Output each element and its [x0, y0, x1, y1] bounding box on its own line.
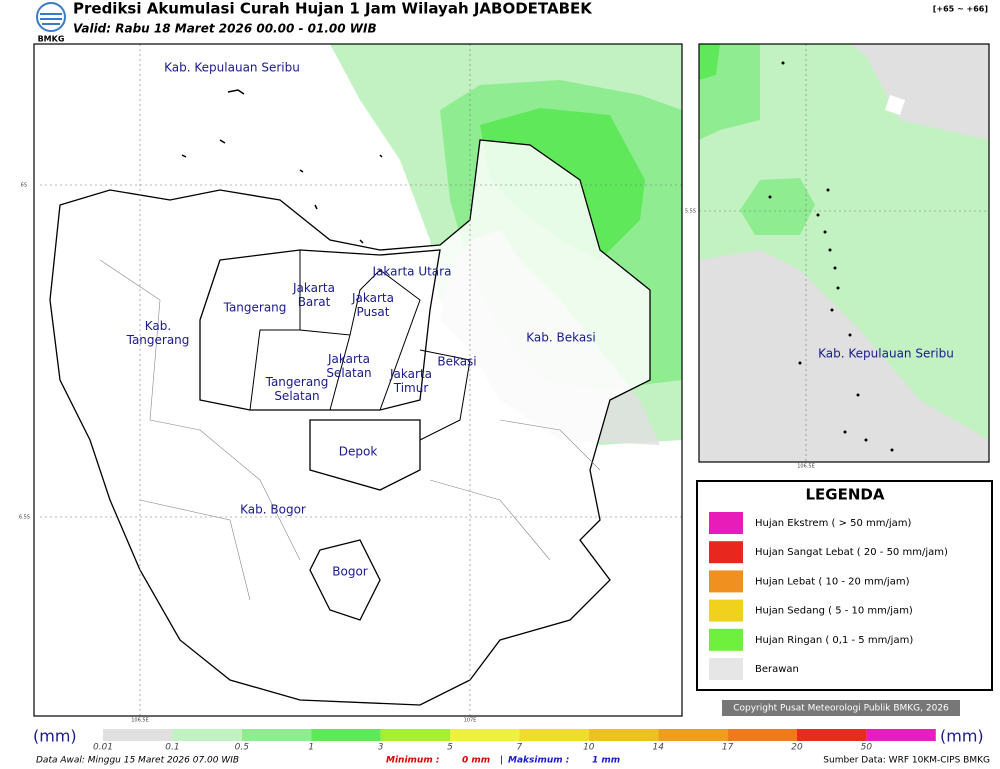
region-label: Kab. Tangerang — [126, 319, 190, 347]
grid-label: 107E — [464, 718, 477, 724]
source: Sumber Data: WRF 10KM-CIPS BMKG — [823, 756, 990, 766]
valid-time: Valid: Rabu 18 Maret 2026 00.00 - 01.00 … — [73, 22, 377, 36]
colorbar-unit: (mm) — [940, 727, 984, 746]
legend-label: Hujan Sedang ( 5 - 10 mm/jam) — [755, 606, 913, 617]
legend-label: Hujan Sangat Lebat ( 20 - 50 mm/jam) — [755, 547, 948, 558]
legend-swatch — [709, 541, 743, 564]
region-label: Jakarta Utara — [372, 265, 452, 279]
region-label: Kab. Kepulauan Seribu — [164, 61, 300, 75]
max-label: Maksimum : — [508, 756, 569, 766]
logo-text: BMKG — [38, 35, 65, 44]
legend-swatch — [709, 570, 743, 593]
region-label: Jakarta Pusat — [351, 291, 394, 319]
copyright-box — [722, 700, 960, 716]
region-label: Kab. Bekasi — [526, 331, 596, 345]
colorbar-segment — [727, 729, 797, 741]
region-label: Bekasi — [437, 355, 476, 369]
colorbar-label: 3 — [378, 743, 384, 753]
colorbar-segment — [380, 729, 450, 741]
grid-label: 106.5E — [131, 718, 148, 724]
colorbar-label: 0.01 — [93, 743, 113, 753]
colorbar-label: 14 — [652, 743, 664, 753]
legend-swatch — [709, 512, 743, 534]
max-value: 1 mm — [592, 756, 620, 766]
colorbar-segment — [588, 729, 659, 741]
colorbar-label: 0.1 — [165, 743, 179, 753]
colorbar-label: 50 — [861, 743, 873, 753]
colorbar-segment — [241, 729, 312, 741]
legend-label: Berawan — [755, 664, 799, 675]
min-value: 0 mm — [462, 756, 490, 766]
region-label: Jakarta Barat — [292, 281, 335, 309]
colorbar-label: 10 — [583, 743, 595, 753]
colorbar-segment — [797, 729, 867, 741]
copyright: Copyright Pusat Meteorologi Publik BMKG,… — [733, 704, 949, 714]
logo: BMKG — [36, 2, 66, 44]
legend-label: Hujan Ringan ( 0,1 - 5 mm/jam) — [755, 635, 913, 646]
region-label: Depok — [339, 445, 378, 459]
legend-label: Hujan Ekstrem ( > 50 mm/jam) — [755, 518, 912, 529]
colorbar-segment — [519, 729, 589, 741]
region-label: Jakarta Selatan — [326, 352, 371, 380]
legend-swatch — [709, 599, 743, 622]
legend-title: LEGENDA — [806, 486, 885, 504]
legend-swatch — [709, 658, 743, 680]
legend-label: Hujan Lebat ( 10 - 20 mm/jam) — [755, 576, 910, 587]
colorbar-segment — [866, 729, 936, 741]
colorbar-segment — [311, 729, 381, 741]
colorbar-label: 17 — [722, 743, 734, 753]
colorbar-label: 1 — [308, 743, 314, 753]
title: Prediksi Akumulasi Curah Hujan 1 Jam Wil… — [73, 0, 593, 18]
region-label: Jakarta Timur — [389, 367, 432, 395]
code: [+65 ~ +66] — [933, 5, 988, 14]
region-label: Bogor — [332, 565, 368, 579]
region-label: Kab. Bogor — [240, 503, 306, 517]
region-label: Tangerang — [223, 301, 287, 315]
colorbar-label: 0.5 — [235, 743, 250, 753]
region-label: Tangerang Selatan — [265, 375, 329, 403]
colorbar-segment — [658, 729, 728, 741]
colorbar-unit: (mm) — [33, 727, 77, 746]
grid-label: 5.5S — [685, 209, 696, 215]
colorbar-label: 7 — [517, 743, 523, 753]
legend-swatch — [709, 628, 743, 651]
colorbar-label: 20 — [791, 743, 803, 753]
data-awal: Data Awal: Minggu 15 Maret 2026 07.00 WI… — [36, 756, 239, 766]
colorbar-label: 5 — [447, 743, 453, 753]
grid-label: 6S — [21, 183, 27, 189]
separator: | — [500, 756, 503, 766]
colorbar-segment — [172, 729, 242, 741]
colorbar-segment — [103, 729, 173, 741]
region-label: Kab. Kepulauan Seribu — [818, 347, 954, 361]
colorbar-segment — [450, 729, 520, 741]
main-map — [33, 43, 683, 717]
grid-label: 106.5E — [797, 464, 814, 470]
inset-map — [698, 43, 990, 463]
grid-label: 6.5S — [19, 515, 30, 521]
legend: LEGENDA Hujan Ekstrem ( > 50 mm/jam) Huja… — [696, 480, 993, 691]
min-label: Minimum : — [386, 756, 439, 766]
